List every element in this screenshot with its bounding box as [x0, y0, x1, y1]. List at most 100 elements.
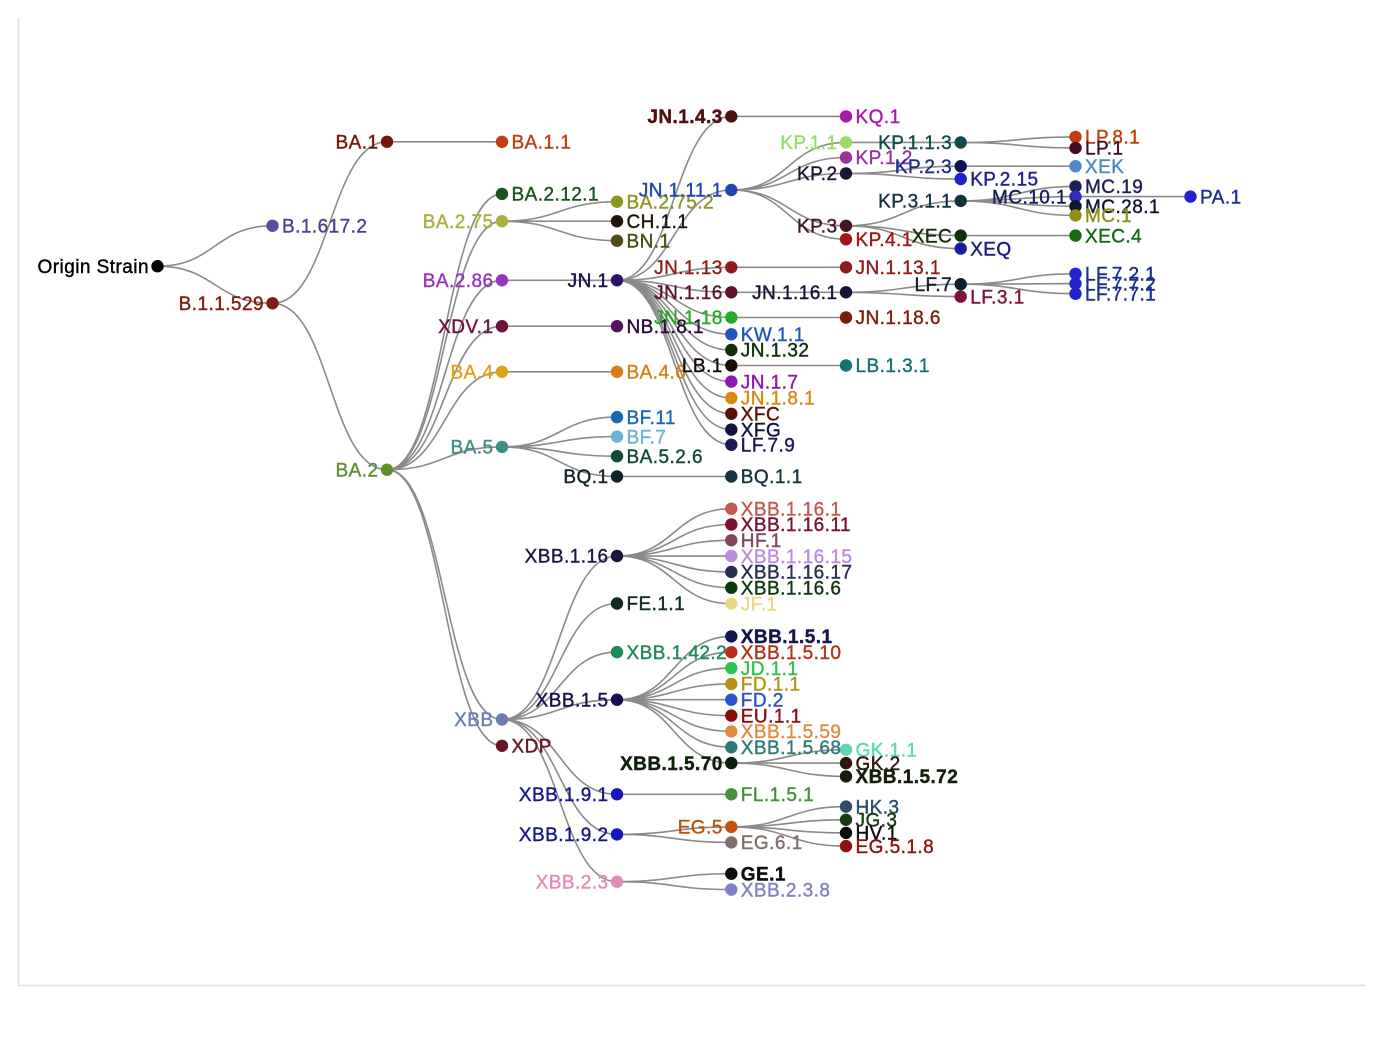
- svg-text:XFG: XFG: [741, 420, 781, 441]
- svg-text:BF.11: BF.11: [627, 408, 676, 429]
- svg-text:XBB.1.9.1: XBB.1.9.1: [519, 785, 609, 806]
- svg-text:EG.5: EG.5: [678, 818, 723, 839]
- svg-text:BA.2.75.2: BA.2.75.2: [627, 192, 715, 213]
- svg-text:Origin Strain: Origin Strain: [38, 257, 149, 278]
- svg-text:JN.1.32: JN.1.32: [741, 341, 810, 362]
- svg-text:LP.8.1: LP.8.1: [1085, 128, 1140, 149]
- svg-text:BA.4.6: BA.4.6: [627, 363, 687, 384]
- svg-text:LF.3.1: LF.3.1: [970, 287, 1024, 308]
- svg-text:XBB.1.16.15: XBB.1.16.15: [741, 547, 853, 568]
- svg-text:XBB.1.16.6: XBB.1.16.6: [741, 578, 842, 599]
- svg-text:LB.1: LB.1: [682, 356, 723, 377]
- svg-text:BA.2: BA.2: [336, 460, 379, 481]
- svg-text:XBB.1.5.10: XBB.1.5.10: [741, 643, 842, 664]
- svg-text:LP.1: LP.1: [1085, 139, 1123, 160]
- svg-text:BF.7: BF.7: [627, 427, 667, 448]
- svg-text:XBB.1.5.70: XBB.1.5.70: [620, 754, 723, 775]
- svg-text:KP.4.1: KP.4.1: [856, 230, 913, 251]
- svg-text:HK.3: HK.3: [856, 797, 900, 818]
- svg-text:KP.1.1.3: KP.1.1.3: [878, 133, 952, 154]
- svg-text:XBB.1.16: XBB.1.16: [525, 547, 609, 568]
- svg-text:LF.7.2.1: LF.7.2.1: [1085, 265, 1156, 286]
- svg-text:JN.1.7: JN.1.7: [741, 372, 799, 393]
- svg-text:JD.1.1: JD.1.1: [741, 659, 799, 680]
- svg-text:MC.10.1: MC.10.1: [992, 187, 1067, 208]
- svg-text:EU.1.1: EU.1.1: [741, 706, 802, 727]
- svg-text:XBB.1.42.2: XBB.1.42.2: [627, 643, 728, 664]
- svg-text:LF.7: LF.7: [914, 275, 952, 296]
- svg-text:EG.5.1.8: EG.5.1.8: [856, 837, 935, 858]
- svg-text:KP.2.15: KP.2.15: [970, 170, 1038, 191]
- svg-text:XEQ: XEQ: [970, 239, 1011, 260]
- svg-text:LF.7.9: LF.7.9: [741, 436, 795, 457]
- svg-text:LF.7.7.1: LF.7.7.1: [1085, 284, 1156, 305]
- svg-text:GK.2: GK.2: [856, 754, 901, 775]
- svg-text:XBB.1.16.1: XBB.1.16.1: [741, 499, 842, 520]
- svg-text:JN.1.11.1: JN.1.11.1: [639, 181, 723, 202]
- svg-text:NB.1.8.1: NB.1.8.1: [627, 317, 705, 338]
- svg-text:XBB.1.5.72: XBB.1.5.72: [856, 767, 959, 788]
- svg-text:BQ.1: BQ.1: [563, 467, 608, 488]
- svg-text:XBB.1.5.68: XBB.1.5.68: [741, 738, 842, 759]
- svg-text:GE.1: GE.1: [741, 864, 786, 885]
- svg-text:JN.1.16.1: JN.1.16.1: [752, 283, 837, 304]
- svg-text:KP.3: KP.3: [797, 217, 838, 238]
- svg-text:BQ.1.1: BQ.1.1: [741, 467, 803, 488]
- svg-text:CH.1.1: CH.1.1: [627, 212, 689, 233]
- svg-text:KQ.1: KQ.1: [856, 107, 901, 128]
- svg-text:KP.3.1.1: KP.3.1.1: [878, 192, 952, 213]
- svg-text:JF.1: JF.1: [741, 594, 778, 615]
- svg-text:JN.1.13: JN.1.13: [654, 258, 723, 279]
- svg-text:BA.5: BA.5: [451, 438, 494, 459]
- svg-text:BA.5.2.6: BA.5.2.6: [627, 447, 703, 468]
- svg-text:XFC: XFC: [741, 405, 780, 426]
- svg-text:JN.1.8.1: JN.1.8.1: [741, 389, 815, 410]
- svg-text:PA.1: PA.1: [1200, 187, 1242, 208]
- svg-text:XDP: XDP: [512, 737, 552, 758]
- svg-text:XBB.2.3: XBB.2.3: [536, 872, 609, 893]
- svg-text:KP.1.1: KP.1.1: [780, 133, 837, 154]
- svg-text:KP.2.3: KP.2.3: [895, 157, 952, 178]
- svg-text:MC.19: MC.19: [1085, 177, 1143, 198]
- svg-text:XBB.1.16.17: XBB.1.16.17: [741, 563, 853, 584]
- svg-text:BA.2.86: BA.2.86: [423, 271, 494, 292]
- svg-text:EG.6.1: EG.6.1: [741, 833, 803, 854]
- svg-text:XEK: XEK: [1085, 157, 1124, 178]
- svg-text:JN.1.18: JN.1.18: [654, 308, 723, 329]
- svg-text:JN.1.4.3: JN.1.4.3: [647, 107, 722, 128]
- svg-text:JN.1: JN.1: [568, 271, 609, 292]
- svg-text:XBB: XBB: [454, 710, 493, 731]
- svg-text:HF.1: HF.1: [741, 531, 782, 552]
- svg-text:JN.1.13.1: JN.1.13.1: [856, 258, 941, 279]
- svg-text:BA.1: BA.1: [336, 133, 379, 154]
- svg-text:BA.4: BA.4: [451, 363, 494, 384]
- svg-text:MC.28.1: MC.28.1: [1085, 197, 1160, 218]
- svg-text:FL.1.5.1: FL.1.5.1: [741, 785, 814, 806]
- svg-text:BA.1.1: BA.1.1: [512, 133, 572, 154]
- svg-text:XEC.4: XEC.4: [1085, 226, 1142, 247]
- svg-text:KW.1.1: KW.1.1: [741, 325, 805, 346]
- svg-text:MC.1: MC.1: [1085, 206, 1132, 227]
- svg-text:B.1.1.529: B.1.1.529: [179, 294, 264, 315]
- svg-text:XBB.1.9.2: XBB.1.9.2: [519, 825, 609, 846]
- svg-text:KP.2: KP.2: [797, 164, 838, 185]
- svg-text:JG.3: JG.3: [856, 811, 898, 832]
- svg-text:FE.1.1: FE.1.1: [627, 594, 686, 615]
- svg-text:XBB.1.5: XBB.1.5: [536, 690, 609, 711]
- svg-text:BA.2.75: BA.2.75: [423, 212, 494, 233]
- svg-text:XEC: XEC: [912, 226, 952, 247]
- svg-text:HV.1: HV.1: [856, 824, 898, 845]
- svg-text:FD.2: FD.2: [741, 690, 784, 711]
- svg-text:XBB.1.16.11: XBB.1.16.11: [741, 515, 851, 536]
- svg-text:BA.2.12.1: BA.2.12.1: [512, 185, 600, 206]
- svg-text:XBB.1.5.59: XBB.1.5.59: [741, 722, 842, 743]
- svg-text:XBB.2.3.8: XBB.2.3.8: [741, 880, 831, 901]
- svg-text:GK.1.1: GK.1.1: [856, 741, 918, 762]
- svg-text:B.1.617.2: B.1.617.2: [282, 217, 367, 238]
- svg-text:XBB.1.5.1: XBB.1.5.1: [741, 627, 833, 648]
- svg-text:FD.1.1: FD.1.1: [741, 675, 801, 696]
- svg-text:JN.1.18.6: JN.1.18.6: [856, 308, 941, 329]
- svg-text:KP.1.2: KP.1.2: [856, 148, 913, 169]
- svg-text:BN.1: BN.1: [627, 231, 671, 252]
- svg-text:LF.7.7.2: LF.7.7.2: [1085, 274, 1156, 295]
